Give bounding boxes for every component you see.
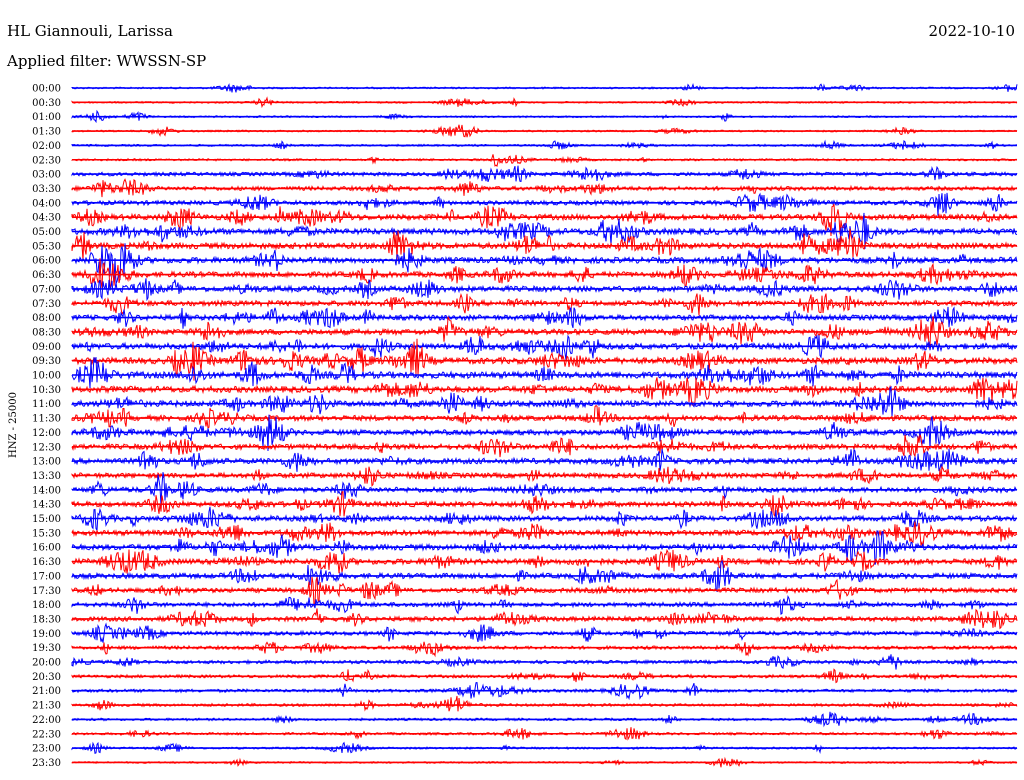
- row-time-label: 22:30: [32, 729, 61, 740]
- trace-line: [71, 641, 1018, 658]
- row-time-label: 21:30: [32, 701, 61, 712]
- row-time-label: 00:30: [32, 98, 61, 109]
- row-time-label: 19:30: [32, 643, 61, 654]
- trace-line: [71, 448, 1018, 472]
- row-time-label: 11:00: [32, 399, 61, 410]
- trace-line: [71, 521, 1018, 548]
- trace-line: [71, 695, 1018, 712]
- row-time-label: 18:00: [32, 600, 61, 611]
- row-time-label: 23:30: [32, 758, 61, 769]
- row-time-label: 14:00: [32, 485, 61, 496]
- row-time-label: 10:00: [32, 371, 61, 382]
- row-time-label: 13:00: [32, 457, 61, 468]
- row-time-label: 09:30: [32, 356, 61, 367]
- row-time-label: 09:00: [32, 342, 61, 353]
- trace-line: [71, 377, 1018, 407]
- trace-line: [71, 243, 1018, 284]
- trace-line: [71, 559, 1018, 592]
- row-time-label: 10:30: [32, 385, 61, 396]
- y-axis-label: HNZ - 25000: [8, 392, 19, 458]
- row-time-label: 14:30: [32, 500, 61, 511]
- row-time-label: 05:00: [32, 227, 61, 238]
- row-time-label: 20:00: [32, 658, 61, 669]
- row-time-label: 03:30: [32, 184, 61, 195]
- row-time-label: 02:00: [32, 141, 61, 152]
- trace-line: [71, 576, 1018, 607]
- trace-line: [71, 203, 1018, 237]
- row-time-label: 00:00: [32, 84, 61, 95]
- row-time-label: 05:30: [32, 241, 61, 252]
- row-time-label: 01:00: [32, 112, 61, 123]
- row-time-label: 17:00: [32, 571, 61, 582]
- row-time-label: 07:30: [32, 299, 61, 310]
- trace-rows: 00:00 00:30 01:00 01:30 02:00 02:30 03:00 03:30…: [32, 82, 1018, 769]
- row-time-label: 07:00: [32, 284, 61, 295]
- row-time-label: 08:30: [32, 327, 61, 338]
- trace-line: [71, 385, 1018, 417]
- row-time-label: 16:30: [32, 557, 61, 568]
- trace-line: [71, 434, 1018, 458]
- trace-line: [71, 228, 1018, 262]
- row-time-label: 04:30: [32, 213, 61, 224]
- trace-line: [71, 293, 1018, 316]
- row-time-label: 21:00: [32, 686, 61, 697]
- row-time-label: 17:30: [32, 586, 61, 597]
- row-time-label: 12:30: [32, 442, 61, 453]
- row-time-label: 18:30: [32, 614, 61, 625]
- row-time-label: 03:00: [32, 170, 61, 181]
- row-time-label: 15:30: [32, 528, 61, 539]
- row-time-label: 01:30: [32, 127, 61, 138]
- row-time-label: 16:00: [32, 543, 61, 554]
- record-date: 2022-10-10: [929, 22, 1015, 40]
- row-time-label: 13:30: [32, 471, 61, 482]
- trace-line: [71, 192, 1018, 216]
- trace-line: [71, 316, 1018, 349]
- row-time-label: 06:30: [32, 270, 61, 281]
- row-time-label: 20:30: [32, 672, 61, 683]
- row-time-label: 19:00: [32, 629, 61, 640]
- row-time-label: 08:00: [32, 313, 61, 324]
- row-time-label: 06:00: [32, 256, 61, 267]
- row-time-label: 12:00: [32, 428, 61, 439]
- row-time-label: 23:00: [32, 744, 61, 755]
- row-time-label: 04:00: [32, 198, 61, 209]
- row-time-label: 11:30: [32, 414, 61, 425]
- filter-label: Applied filter: WWSSN-SP: [6, 52, 206, 70]
- station-title: HL Giannouli, Larissa: [7, 22, 173, 40]
- row-time-label: 22:00: [32, 715, 61, 726]
- row-time-label: 15:00: [32, 514, 61, 525]
- row-time-label: 02:30: [32, 155, 61, 166]
- trace-line: [71, 404, 1018, 430]
